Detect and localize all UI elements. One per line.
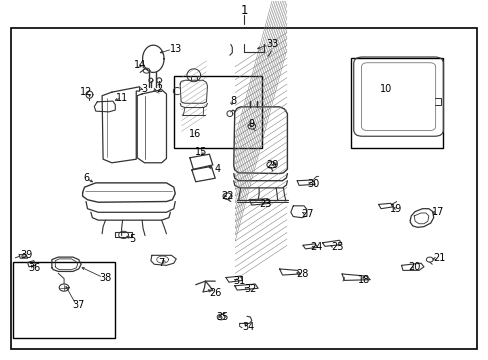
Text: 31: 31 xyxy=(233,276,245,286)
Text: 20: 20 xyxy=(407,262,420,272)
Text: 1: 1 xyxy=(240,4,248,17)
Bar xyxy=(350,58,443,148)
Text: 16: 16 xyxy=(188,129,201,139)
Text: 8: 8 xyxy=(230,96,236,106)
Text: 10: 10 xyxy=(379,84,391,94)
Text: 6: 6 xyxy=(83,173,89,183)
Text: 33: 33 xyxy=(266,40,278,49)
Text: 21: 21 xyxy=(432,253,445,263)
Text: 5: 5 xyxy=(129,234,135,244)
Bar xyxy=(13,262,115,338)
Text: 38: 38 xyxy=(99,273,111,283)
Text: 37: 37 xyxy=(72,300,85,310)
Bar xyxy=(11,28,476,348)
Text: 12: 12 xyxy=(80,87,92,97)
Bar xyxy=(173,76,261,148)
Text: 18: 18 xyxy=(357,275,369,285)
Text: 7: 7 xyxy=(158,258,164,268)
Text: 9: 9 xyxy=(248,120,254,129)
Text: 27: 27 xyxy=(301,209,313,219)
Text: 39: 39 xyxy=(20,250,32,260)
Text: 28: 28 xyxy=(295,269,307,279)
Text: 3: 3 xyxy=(141,84,147,94)
Text: 19: 19 xyxy=(389,204,401,215)
Text: 11: 11 xyxy=(115,93,127,103)
Text: 17: 17 xyxy=(431,207,444,217)
Text: 2: 2 xyxy=(156,84,162,94)
Text: 29: 29 xyxy=(266,160,278,170)
Text: 23: 23 xyxy=(258,199,271,210)
Text: 26: 26 xyxy=(209,288,221,298)
Text: 32: 32 xyxy=(244,284,256,294)
Text: 22: 22 xyxy=(221,191,233,201)
Text: 25: 25 xyxy=(330,242,343,252)
Text: 34: 34 xyxy=(242,322,254,332)
Text: 15: 15 xyxy=(195,147,207,157)
Text: 35: 35 xyxy=(216,312,228,322)
Text: 14: 14 xyxy=(133,60,145,70)
Text: 13: 13 xyxy=(170,44,182,54)
Text: 30: 30 xyxy=(307,179,319,189)
Text: 36: 36 xyxy=(29,263,41,273)
Text: 4: 4 xyxy=(214,164,220,174)
Text: 24: 24 xyxy=(310,242,322,252)
